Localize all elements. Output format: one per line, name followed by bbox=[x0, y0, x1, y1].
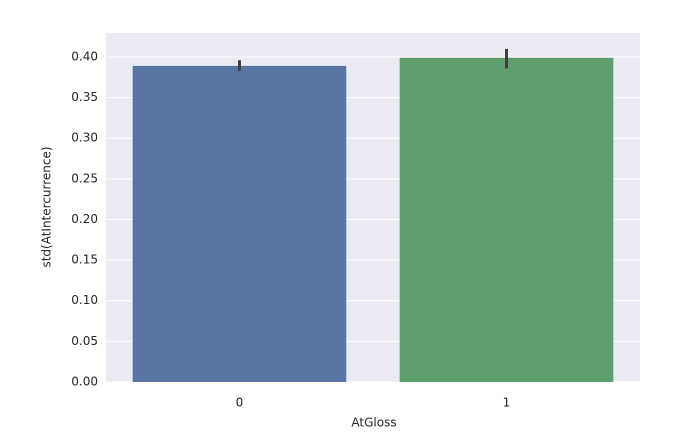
y-tick-label: 0.35 bbox=[71, 90, 98, 104]
bar bbox=[399, 57, 614, 382]
x-axis-label: AtGloss bbox=[351, 416, 396, 430]
y-tick-label: 0.40 bbox=[71, 49, 98, 63]
y-axis-label: std(AtIntercurrence) bbox=[40, 146, 54, 267]
y-tick-label: 0.15 bbox=[71, 253, 98, 267]
y-tick-label: 0.25 bbox=[71, 171, 98, 185]
bar bbox=[132, 65, 347, 383]
y-tick-label: 0.05 bbox=[71, 334, 98, 348]
y-tick-label: 0.00 bbox=[71, 375, 98, 389]
y-tick-label: 0.30 bbox=[71, 131, 98, 145]
y-tick-label: 0.20 bbox=[71, 212, 98, 226]
y-tick-label: 0.10 bbox=[71, 293, 98, 307]
x-tick-label: 1 bbox=[503, 396, 511, 410]
x-tick-label: 0 bbox=[236, 396, 244, 410]
